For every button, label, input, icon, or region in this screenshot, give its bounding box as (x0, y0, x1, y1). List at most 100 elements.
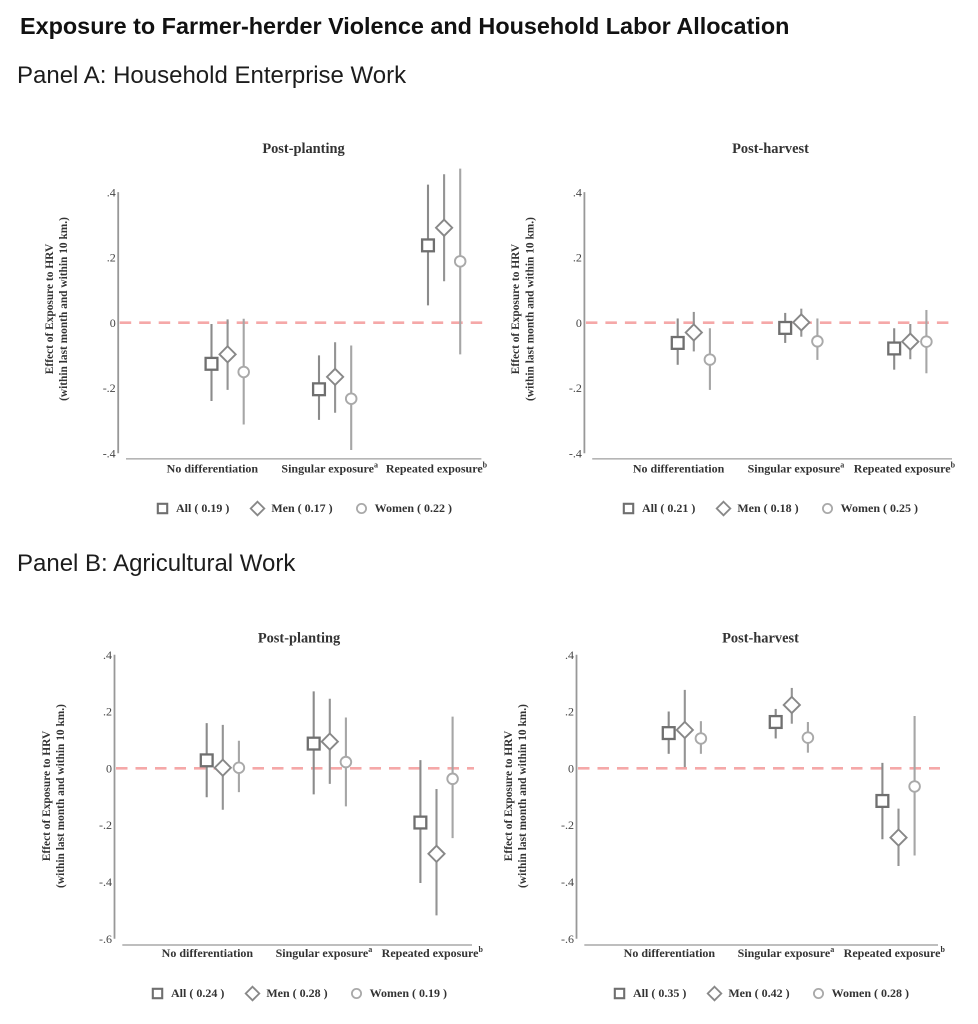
figure-title: Exposure to Farmer-herder Violence and H… (20, 13, 790, 39)
legend-panel-b-post-planting: All ( 0.24 ) Men ( 0.28 ) Women ( 0.19 ) (149, 984, 447, 1002)
legend-label: Men ( 0.17 ) (271, 500, 333, 515)
legend-square-icon (622, 502, 635, 514)
y-tick-label: -.2 (569, 381, 582, 395)
x-category-label-repeated-exposure: Repeated exposureb (844, 945, 946, 960)
legend-entry-women: Women ( 0.28 ) (810, 985, 909, 1002)
legend-label: Women ( 0.28 ) (831, 985, 909, 1000)
marker-all-repeated-exposure (420, 238, 436, 253)
marker-women-repeated-exposure (446, 772, 459, 786)
marker-women-repeated-exposure (453, 255, 467, 268)
marker-women-repeated-exposure (908, 780, 921, 793)
legend-label: Men ( 0.42 ) (728, 985, 790, 1000)
chart-panel-a-post-planting: Post-planting Effect of Exposure to HRV (w… (44, 141, 488, 475)
legend-label: Women ( 0.22 ) (374, 500, 452, 515)
y-axis-label-line-2: (within last month and within 10 km.) (55, 704, 67, 888)
y-tick-label: 0 (576, 316, 582, 330)
legend-label: All ( 0.24 ) (171, 985, 225, 1000)
x-category-label-singular-exposure: Singular exposurea (748, 460, 845, 475)
x-category-label-singular-exposure: Singular exposurea (738, 945, 835, 960)
panel-a-label: Panel A: Household Enterprise Work (17, 62, 407, 89)
marker-all-repeated-exposure (413, 815, 428, 830)
y-tick-label: 0 (106, 761, 112, 775)
marker-men-no-differentiation (218, 344, 238, 364)
legend-entry-all: All ( 0.19 ) (154, 500, 229, 517)
legend-entry-men: Men ( 0.18 ) (715, 499, 799, 517)
y-axis-label-line-1: Effect of Exposure to HRV (510, 243, 522, 374)
marker-women-no-differentiation (232, 761, 246, 774)
legend-square-icon (151, 987, 164, 999)
subplot-title: Post-harvest (732, 141, 809, 157)
marker-all-singular-exposure (306, 736, 321, 751)
legend-square-icon (613, 987, 626, 999)
legend-label: All ( 0.21 ) (642, 500, 696, 515)
legend-diamond-icon (706, 984, 723, 1002)
legend-entry-all: All ( 0.35 ) (611, 985, 686, 1002)
legend-panel-a-post-planting: All ( 0.19 ) Men ( 0.17 ) Women ( 0.22 ) (154, 499, 452, 517)
x-category-label-repeated-exposure: Repeated exposureb (854, 460, 956, 475)
legend-diamond-icon (244, 984, 261, 1002)
marker-men-repeated-exposure (900, 332, 920, 352)
marker-all-no-differentiation (204, 356, 219, 371)
marker-all-singular-exposure (311, 382, 327, 397)
x-category-label-no-differentiation: No differentiation (624, 946, 716, 960)
marker-men-no-differentiation (675, 720, 695, 740)
legend-label: All ( 0.19 ) (176, 500, 230, 515)
marker-women-singular-exposure (801, 731, 815, 744)
legend-diamond-icon (249, 499, 266, 517)
marker-women-no-differentiation (237, 365, 250, 379)
y-tick-label: -.4 (569, 446, 582, 460)
marker-all-singular-exposure (768, 714, 783, 730)
legend-entry-women: Women ( 0.25 ) (819, 500, 918, 517)
marker-all-repeated-exposure (875, 793, 890, 809)
marker-men-no-differentiation (684, 323, 704, 342)
y-tick-label: 0 (568, 761, 574, 775)
marker-men-singular-exposure (791, 312, 811, 332)
y-tick-label: .4 (565, 648, 574, 662)
marker-men-repeated-exposure (434, 218, 454, 238)
subplot-title: Post-planting (262, 141, 345, 157)
marker-men-singular-exposure (325, 367, 345, 387)
legend-circle-icon (350, 987, 362, 999)
y-axis-label-line-1: Effect of Exposure to HRV (41, 730, 53, 861)
legend-entry-men: Men ( 0.17 ) (249, 499, 333, 517)
y-axis-label-line-2: (within last month and within 10 km.) (58, 217, 70, 401)
x-category-label-repeated-exposure: Repeated exposureb (386, 460, 488, 475)
x-category-label-singular-exposure: Singular exposurea (276, 945, 373, 960)
legend-circle-icon (821, 502, 833, 514)
legend-circle-icon (812, 987, 824, 999)
y-tick-label: -.4 (99, 875, 112, 889)
x-category-label-singular-exposure: Singular exposurea (281, 460, 378, 475)
legend-entry-women: Women ( 0.22 ) (353, 500, 452, 517)
marker-all-no-differentiation (199, 753, 214, 768)
legend-panel-b-post-harvest: All ( 0.35 ) Men ( 0.42 ) Women ( 0.28 ) (611, 984, 909, 1002)
legend-entry-all: All ( 0.24 ) (149, 985, 224, 1002)
y-tick-label: .4 (107, 185, 116, 199)
y-tick-label: -.4 (103, 446, 116, 460)
marker-women-no-differentiation (703, 353, 717, 366)
subplot-title: Post-planting (258, 631, 341, 647)
y-axis-label-line-2: (within last month and within 10 km.) (524, 217, 536, 401)
chart-panel-a-post-harvest: Post-harvest Effect of Exposure to HRV (wi… (510, 141, 955, 475)
y-tick-label: -.2 (561, 818, 574, 832)
y-tick-label: -.6 (561, 932, 574, 946)
legend-label: All ( 0.35 ) (633, 985, 687, 1000)
chart-panel-b-post-planting: Post-planting Effect of Exposure to HRV (w… (41, 631, 484, 960)
marker-men-repeated-exposure (889, 828, 908, 848)
legend-entry-men: Men ( 0.42 ) (706, 984, 790, 1002)
marker-women-repeated-exposure (920, 335, 933, 348)
y-axis-label-line-1: Effect of Exposure to HRV (44, 243, 56, 374)
marker-women-singular-exposure (339, 755, 353, 769)
y-tick-label: -.6 (99, 932, 112, 946)
y-tick-label: -.2 (103, 381, 116, 395)
y-tick-label: .2 (573, 251, 582, 265)
legend-diamond-icon (715, 499, 732, 517)
y-tick-label: -.2 (99, 818, 112, 832)
x-category-label-no-differentiation: No differentiation (162, 946, 254, 960)
chart-panel-b-post-harvest: Post-harvest Effect of Exposure to HRV (wi… (503, 631, 946, 960)
marker-all-no-differentiation (670, 335, 685, 350)
marker-all-repeated-exposure (887, 341, 902, 356)
marker-men-no-differentiation (213, 758, 233, 778)
legend-label: Men ( 0.28 ) (266, 985, 328, 1000)
y-tick-label: .4 (103, 648, 112, 662)
x-category-label-no-differentiation: No differentiation (167, 461, 259, 475)
